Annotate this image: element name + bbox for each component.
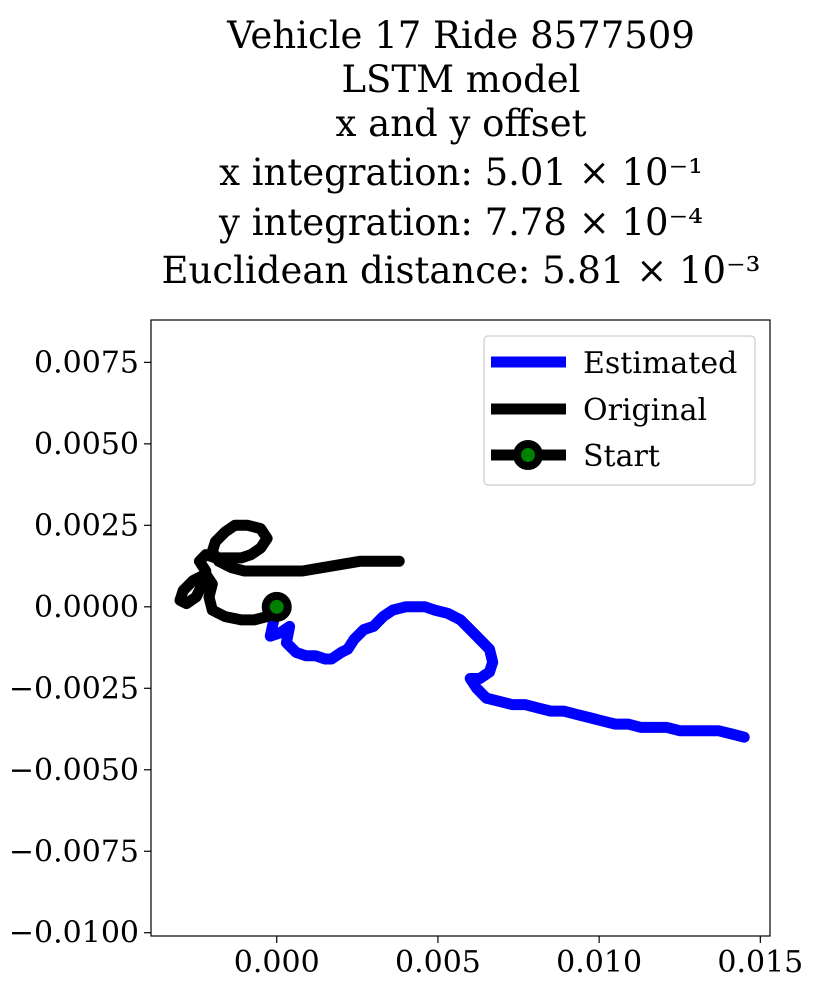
- y-tick-label: −0.0025: [9, 671, 139, 706]
- legend: Estimated Original Start: [483, 335, 756, 486]
- legend-label-start: Start: [583, 439, 660, 474]
- plot-area-frame: [150, 319, 771, 937]
- legend-start-marker: [513, 440, 543, 470]
- series-line-original: [174, 519, 405, 626]
- y-tick-label: 0.0050: [34, 427, 139, 462]
- title-line-5: y integration: 7.78 × 10⁻⁴: [218, 201, 703, 244]
- title-line-1: Vehicle 17 Ride 8577509: [226, 14, 695, 57]
- title-line-2: LSTM model: [341, 58, 580, 101]
- title-line-6: Euclidean distance: 5.81 × 10⁻³: [162, 249, 761, 292]
- x-tick-label: 0.015: [717, 945, 803, 980]
- start-marker: [261, 591, 292, 622]
- x-axis-ticks: 0.000 0.005 0.010 0.015: [234, 936, 803, 980]
- legend-box: [483, 335, 756, 486]
- x-tick-label: 0.005: [395, 945, 481, 980]
- series-line-estimated: [264, 601, 750, 743]
- x-tick-label: 0.000: [234, 945, 320, 980]
- series-layer: [174, 519, 750, 743]
- legend-label-original: Original: [583, 393, 707, 428]
- y-tick-label: 0.0075: [34, 345, 139, 380]
- y-axis-ticks: 0.0075 0.0050 0.0025 0.0000 −0.0025 −0.0050 −0…: [9, 345, 151, 951]
- y-tick-label: 0.0000: [34, 590, 139, 625]
- y-tick-label: −0.0100: [9, 916, 139, 951]
- title-line-3: x and y offset: [336, 102, 587, 145]
- x-tick-label: 0.010: [556, 945, 642, 980]
- legend-label-estimated: Estimated: [583, 346, 737, 381]
- title-line-4: x integration: 5.01 × 10⁻¹: [219, 151, 703, 194]
- y-tick-label: −0.0075: [9, 834, 139, 869]
- y-tick-label: 0.0025: [34, 508, 139, 543]
- y-tick-label: −0.0050: [9, 753, 139, 788]
